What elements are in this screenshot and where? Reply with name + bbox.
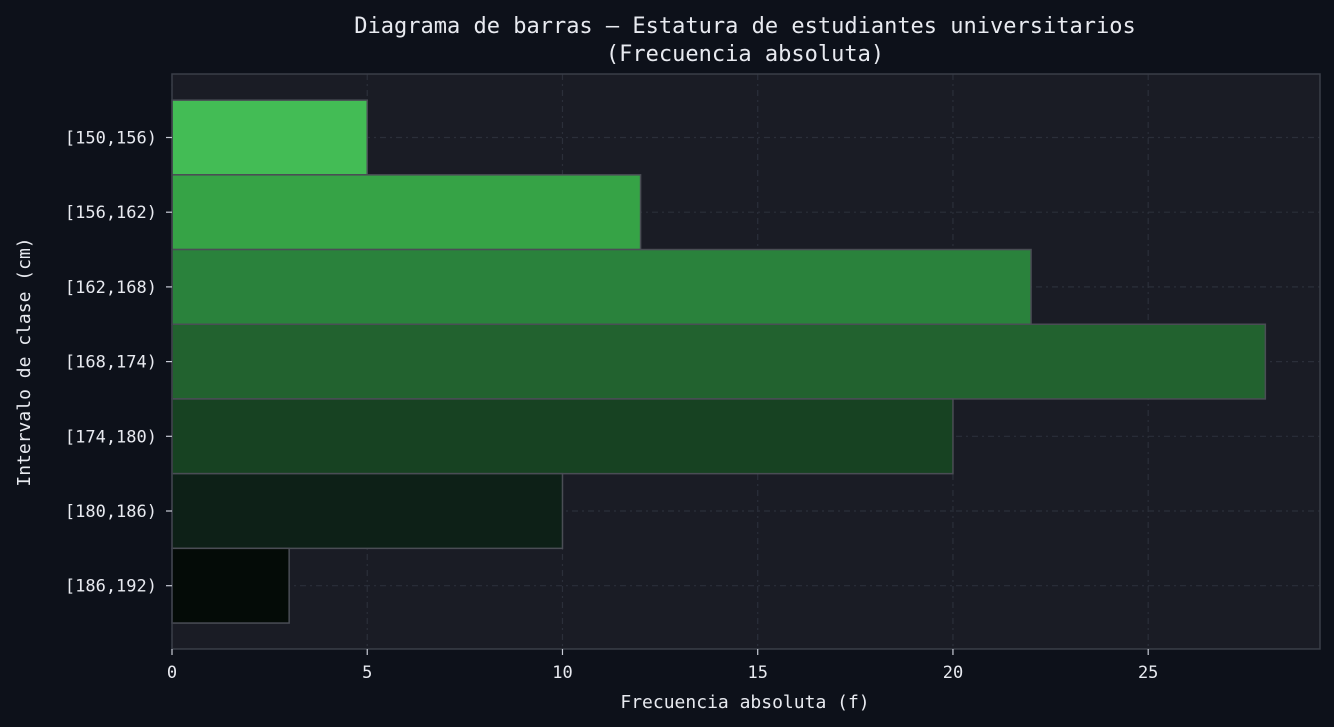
x-axis-label: Frecuencia absoluta (f) [620,692,869,713]
y-tick-label: [150,156) [65,129,157,149]
x-tick-label: 15 [747,663,767,683]
x-tick-label: 5 [362,663,372,683]
y-axis-label: Intervalo de clase (cm) [14,237,35,486]
x-tick-label: 25 [1138,663,1158,683]
bar [171,323,1267,400]
x-tick-label: 0 [167,663,177,683]
chart-title-line2: (Frecuencia absoluta) [606,42,884,67]
y-tick-label: [162,168) [65,278,157,298]
x-tick-label: 10 [552,663,572,683]
y-tick-label: [168,174) [65,353,157,373]
chart-title-line1: Diagrama de barras — Estatura de estudia… [354,14,1135,39]
y-tick-label: [174,180) [65,427,157,447]
y-tick-label: [180,186) [65,502,157,522]
bar [171,472,564,550]
bar [171,174,642,251]
bar [171,547,290,624]
x-tick-label: 20 [943,663,963,683]
bar [171,398,954,475]
y-axis-ticks: [150,156) [156,162) [162,168) [168,174) [174… [65,129,172,597]
y-tick-label: [186,192) [65,577,157,597]
bar [171,248,1032,325]
bars [171,99,1267,624]
bar [171,99,368,176]
x-axis-ticks: 0 5 10 15 20 25 [167,649,1158,683]
y-tick-label: [156,162) [65,203,157,223]
